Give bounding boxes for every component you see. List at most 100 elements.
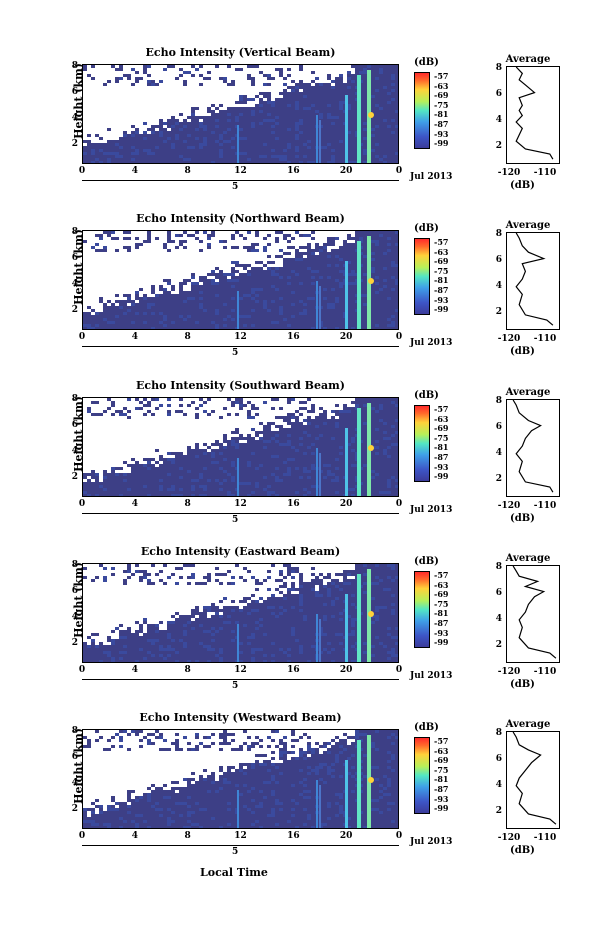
heatmap-cell [287,294,291,297]
heatmap-cell [243,110,247,113]
heatmap-cell [263,467,267,470]
heatmap-cell [167,452,171,455]
heatmap-cell [339,449,343,452]
heatmap-cell [179,473,183,476]
heatmap-cell [335,452,339,455]
heatmap-cell [279,255,283,258]
heatmap-cell [323,89,327,92]
heatmap-cell [395,83,398,86]
heatmap-cell [135,149,139,152]
heatmap-cell [391,282,395,285]
heatmap-cell [315,264,319,267]
heatmap-cell [331,297,335,300]
heatmap-cell [239,398,243,401]
heatmap-cell [379,161,383,163]
heatmap-cell [391,419,395,422]
heatmap-cell [227,279,231,282]
heatmap-cell [375,297,379,300]
heatmap-cell [211,140,215,143]
heatmap-cell [395,437,398,440]
heatmap-cell [395,297,398,300]
heatmap-cell [203,152,207,155]
heatmap-cell [211,315,215,318]
heatmap-cell [267,288,271,291]
heatmap-cell [159,470,163,473]
heatmap-cell [147,240,151,243]
heatmap-cell [175,137,179,140]
heatmap-cell [267,74,271,77]
heatmap-cell [379,152,383,155]
heatmap-cell [171,452,175,455]
heatmap-cell [195,125,199,128]
heatmap-cell [311,294,315,297]
heatmap-cell [339,318,343,321]
heatmap-cell [379,104,383,107]
heatmap-cell [127,321,131,324]
heatmap-cell [187,321,191,324]
heatmap-cell [263,321,267,324]
heatmap-cell [215,276,219,279]
heatmap-cell [155,312,159,315]
heatmap-cell [371,291,375,294]
heatmap-cell [251,128,255,131]
heatmap-cell [287,134,291,137]
heatmap-cell [247,270,251,273]
heatmap-cell [347,104,351,107]
heatmap-cell [307,464,311,467]
heatmap-cell [287,291,291,294]
heatmap-cell [231,449,235,452]
heatmap-cell [183,306,187,309]
heatmap-cell [267,155,271,158]
heatmap-cell [387,410,391,413]
heatmap-cell [199,291,203,294]
heatmap-cell [231,273,235,276]
heatmap-cell [347,116,351,119]
heatmap-cell [255,134,259,137]
heatmap-cell [339,137,343,140]
heatmap-cell [263,152,267,155]
heatmap-cell [155,318,159,321]
heatmap-cell [139,152,143,155]
heatmap-cell [391,246,395,249]
heatmap-cell [239,401,243,404]
heatmap-cell [267,276,271,279]
heatmap-cell [387,80,391,83]
heatmap-cell [371,71,375,74]
heatmap-cell [283,446,287,449]
heatmap-cell [363,443,367,446]
heatmap-cell [379,312,383,315]
heatmap-cell [179,161,183,163]
heatmap-cell [363,416,367,419]
heatmap-cell [331,470,335,473]
heatmap-cell [359,398,363,401]
heatmap-cell [251,107,255,110]
heatmap-cell [383,125,387,128]
heatmap-cell [255,282,259,285]
heatmap-cell [187,458,191,461]
heatmap-cell [143,324,147,327]
heatmap-cell [231,270,235,273]
heatmap-cell [235,413,239,416]
heatmap-cell [283,234,287,237]
heatmap-cell [291,413,295,416]
heatmap-cell [247,161,251,163]
heatmap-cell [263,291,267,294]
heatmap-cell [315,258,319,261]
heatmap-cell [227,309,231,312]
heatmap-cell [87,318,91,321]
heatmap-cell [147,140,151,143]
heatmap-cell [143,318,147,321]
heatmap-cell [391,104,395,107]
heatmap-cell [379,110,383,113]
heatmap-cell [227,65,231,68]
heatmap-cell [327,155,331,158]
heatmap-cell [275,321,279,324]
heatmap-cell [155,327,159,329]
heatmap-cell [235,276,239,279]
heatmap-cell [227,327,231,329]
heatmap-cell [363,452,367,455]
heatmap-cell [291,146,295,149]
heatmap-cell [243,237,247,240]
heatmap-cell [335,288,339,291]
heatmap-cell [267,113,271,116]
